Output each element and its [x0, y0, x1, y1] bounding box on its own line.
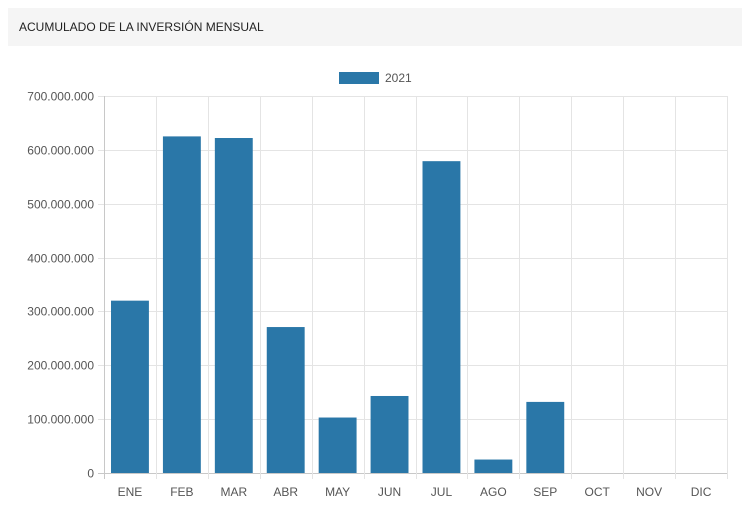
- x-tick-label: MAR: [220, 485, 247, 499]
- y-tick-label: 0: [87, 467, 94, 481]
- bar-ene[interactable]: [111, 300, 149, 473]
- y-tick-label: 300.000.000: [27, 305, 94, 319]
- panel-title: ACUMULADO DE LA INVERSIÓN MENSUAL: [19, 20, 264, 34]
- x-tick-label: OCT: [585, 485, 611, 499]
- y-tick-label: 500.000.000: [27, 198, 94, 212]
- legend[interactable]: 2021: [339, 71, 412, 85]
- x-tick-label: JUL: [431, 485, 453, 499]
- bar-mar[interactable]: [214, 138, 253, 473]
- x-tick-label: AGO: [480, 485, 507, 499]
- x-tick-label: SEP: [533, 485, 557, 499]
- axes: 0 100.000.000 200.000.000 300.000.000 400.00…: [27, 90, 711, 500]
- legend-label[interactable]: 2021: [385, 71, 412, 85]
- x-tick-label: DIC: [691, 485, 712, 499]
- y-tick-label: 400.000.000: [27, 252, 94, 266]
- bar-jun[interactable]: [370, 395, 409, 473]
- x-tick-label: MAY: [325, 485, 350, 499]
- bar-ago[interactable]: [474, 459, 513, 473]
- x-tick-label: FEB: [170, 485, 193, 499]
- y-tick-label: 200.000.000: [27, 359, 94, 373]
- grid: [98, 96, 728, 479]
- x-tick-label: JUN: [378, 485, 401, 499]
- x-tick-label: ABR: [273, 485, 298, 499]
- y-tick-label: 700.000.000: [27, 90, 94, 104]
- y-tick-label: 600.000.000: [27, 144, 94, 158]
- bar-sep[interactable]: [526, 401, 565, 473]
- x-tick-label: NOV: [636, 485, 662, 499]
- bars: [111, 136, 565, 473]
- y-tick-label: 100.000.000: [27, 413, 94, 427]
- bar-may[interactable]: [318, 417, 357, 473]
- bar-abr[interactable]: [266, 327, 305, 473]
- x-tick-label: ENE: [118, 485, 143, 499]
- bar-feb[interactable]: [162, 136, 201, 473]
- bar-jul[interactable]: [422, 161, 461, 473]
- panel-header: ACUMULADO DE LA INVERSIÓN MENSUAL: [8, 8, 742, 46]
- legend-swatch[interactable]: [339, 72, 379, 84]
